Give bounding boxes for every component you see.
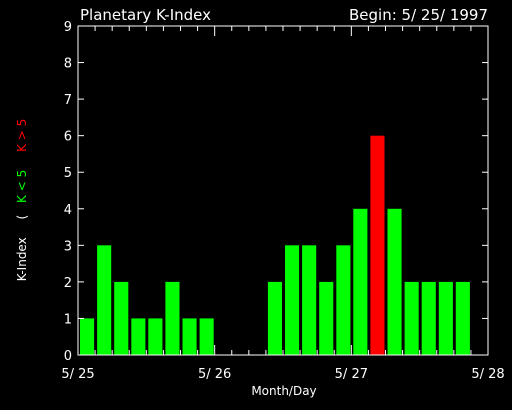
y-tick-label: 4 bbox=[64, 203, 72, 218]
x-axis-label: Month/Day bbox=[251, 384, 316, 398]
bar bbox=[267, 281, 282, 355]
y-tick-labels: 0 1 2 3 4 5 6 7 8 9 bbox=[64, 20, 72, 364]
x-tick-label: 5/ 27 bbox=[335, 367, 368, 382]
chart-title: Planetary K-Index bbox=[80, 6, 211, 24]
y-axis-label-main: K-Index bbox=[15, 237, 29, 281]
bar bbox=[319, 281, 334, 355]
bar bbox=[438, 281, 453, 355]
y-axis-label-storm: K > 5 bbox=[15, 119, 29, 152]
y-tick-label: 2 bbox=[64, 276, 72, 291]
bar bbox=[114, 281, 129, 355]
begin-date: Begin: 5/ 25/ 1997 bbox=[349, 6, 488, 24]
y-tick-label: 0 bbox=[64, 349, 72, 364]
y-tick-label: 9 bbox=[64, 20, 72, 35]
y-tick-label: 8 bbox=[64, 57, 72, 72]
bar bbox=[182, 318, 197, 355]
y-tick-label: 5 bbox=[64, 166, 72, 181]
bar bbox=[199, 318, 214, 355]
bar bbox=[455, 281, 470, 355]
y-tick-label: 1 bbox=[64, 312, 72, 327]
x-tick-labels: 5/ 25 5/ 26 5/ 27 5/ 28 bbox=[61, 367, 504, 382]
bar bbox=[302, 245, 317, 355]
axes bbox=[77, 25, 489, 356]
bar bbox=[387, 208, 402, 355]
bar bbox=[165, 281, 180, 355]
x-tick-label: 5/ 28 bbox=[471, 367, 504, 382]
y-axis-label-paren: ( bbox=[15, 215, 29, 220]
bar bbox=[80, 318, 95, 355]
y-axis-label-quiet: K < 5 bbox=[15, 170, 29, 203]
bar-group bbox=[80, 135, 470, 355]
x-tick-label: 5/ 26 bbox=[198, 367, 231, 382]
bar bbox=[404, 281, 419, 355]
bar bbox=[336, 245, 351, 355]
bar bbox=[353, 208, 368, 355]
x-tick-label: 5/ 25 bbox=[61, 367, 94, 382]
y-tick-label: 3 bbox=[64, 239, 72, 254]
bar bbox=[148, 318, 163, 355]
y-axis-label: K-Index ( K < 5 K > 5 bbox=[15, 119, 29, 282]
bar bbox=[285, 245, 300, 355]
y-tick-label: 6 bbox=[64, 130, 72, 145]
bar bbox=[97, 245, 112, 355]
bar bbox=[370, 135, 385, 355]
bar bbox=[421, 281, 436, 355]
y-tick-label: 7 bbox=[64, 93, 72, 108]
bar bbox=[131, 318, 146, 355]
